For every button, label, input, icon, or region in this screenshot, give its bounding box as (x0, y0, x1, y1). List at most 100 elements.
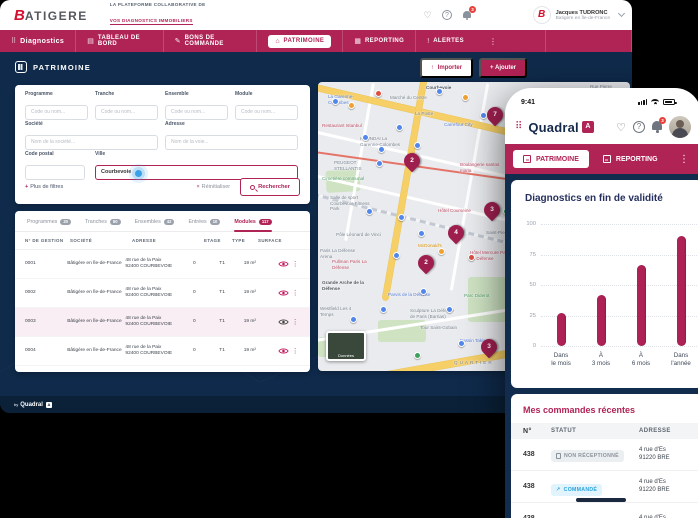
status-label: COMMANDÉ (563, 486, 598, 493)
nav-item-tableau-de-bord[interactable]: ▤ TABLEAU DE BORD (75, 30, 162, 52)
marker-count: 3 (487, 343, 491, 350)
programme-input[interactable] (25, 104, 88, 120)
tab-label: Ensembles (134, 219, 161, 226)
favorites-icon[interactable]: ♡ (423, 9, 432, 20)
map-label: Paris La Défense Arena (320, 248, 356, 259)
tab-label: Tranches (85, 219, 107, 226)
x-axis-label: Dans l'année (661, 352, 698, 369)
reset-button[interactable]: × Réinitialiser (196, 184, 230, 190)
chevron-down-icon (617, 9, 626, 18)
map-marker[interactable]: 4 (444, 221, 468, 245)
results-tab-programmes[interactable]: Programmes 20 (27, 219, 71, 231)
view-eye-icon[interactable] (276, 255, 291, 273)
map-poi-icon (414, 142, 421, 149)
more-filters-link[interactable]: + Plus de filtres (25, 184, 63, 190)
cell-etage: 0 (193, 261, 196, 267)
import-label: Importer (437, 65, 463, 71)
nav-item-reporting[interactable]: ▦ REPORTING (342, 30, 415, 52)
tab-count-badge: 42 (163, 219, 175, 226)
table-row[interactable]: 0004 Bâtigère en Île-de-France 48 rue de l… (15, 337, 310, 367)
chart-gridline (541, 224, 698, 225)
y-axis-tick: 0 (532, 343, 536, 349)
address-line1: 4 rue d'Es (639, 478, 666, 485)
ensemble-label: Ensemble (165, 91, 189, 97)
map-marker[interactable]: 7 (483, 103, 507, 127)
societe-label: Société (25, 121, 43, 127)
tab-reporting[interactable]: REPORTING (602, 155, 658, 163)
status-badge: NON RÉCEPTIONNÉ (551, 449, 624, 462)
view-eye-icon[interactable] (276, 342, 291, 360)
nav-items: ⠿ Diagnostics ▤ TABLEAU DE BORD ✎ BONS DE COM… (0, 30, 475, 52)
map-marker[interactable]: 2 (400, 149, 424, 173)
row-more-icon[interactable]: ⋮ (291, 261, 299, 269)
nav-item-diagnostics[interactable]: ⠿ Diagnostics (0, 30, 75, 52)
adresse-input[interactable] (165, 134, 298, 150)
code-postal-input[interactable] (25, 164, 85, 180)
table-row[interactable]: 0001 Bâtigère en Île-de-France 48 rue de l… (15, 250, 310, 280)
cell-etage: 0 (193, 348, 196, 354)
results-tab-tranches[interactable]: Tranches 50 (85, 219, 121, 231)
results-tab-entrees[interactable]: Entrées 10 (188, 219, 221, 231)
order-row[interactable]: 438 ↗ COMMANDÉ 4 rue d'Es 91220 BRE (511, 471, 698, 503)
help-icon[interactable]: ? (442, 10, 452, 20)
tab-count-badge: 50 (109, 219, 121, 226)
nav-more-icon[interactable]: ⋮ (489, 36, 497, 46)
ville-input[interactable] (95, 164, 298, 180)
map-label: Parvis de la Défense (388, 292, 431, 297)
map-poi-icon (462, 94, 469, 101)
header-icons: ♡ ? 3 (422, 0, 476, 30)
map-poi-icon (438, 248, 445, 255)
view-eye-icon[interactable] (276, 313, 291, 331)
table-row[interactable]: 0002 Bâtigère en Île-de-France 48 rue de l… (15, 279, 310, 309)
col-num: N° (523, 427, 532, 435)
nav-item-bons-de-commande[interactable]: ✎ BONS DE COMMANDE (162, 30, 257, 52)
import-button[interactable]: ↑ Importer (419, 58, 474, 78)
societe-input[interactable] (25, 134, 158, 150)
tabs-more-icon[interactable]: ⋮ (679, 153, 689, 165)
user-menu[interactable]: B Jacques TUDRONC Batigère en Île-de-Fra… (532, 0, 626, 30)
ensemble-input[interactable] (165, 104, 228, 120)
map-label: Salle de sport Courbevoie Fitness Park (330, 195, 370, 212)
order-row[interactable]: 438 NON RÉCEPTIONNÉ 4 rue d'Es 91220 BRE (511, 439, 698, 471)
app-name: Quadral (528, 119, 579, 135)
notifications-icon[interactable]: 3 (652, 117, 666, 133)
add-button[interactable]: + Ajouter (479, 58, 527, 78)
y-axis-tick: 25 (529, 312, 536, 319)
row-more-icon[interactable]: ⋮ (291, 319, 299, 327)
phone-header-icons: ♡ ? 3 (616, 116, 691, 138)
col-societe: SOCIÉTÉ (70, 238, 93, 244)
search-button[interactable]: Rechercher (240, 178, 300, 196)
tab-patrimoine[interactable]: PATRIMOINE (513, 150, 589, 168)
map-satellite-toggle[interactable]: Données (326, 331, 366, 361)
main-nav: ⠿ Diagnostics ▤ TABLEAU DE BORD ✎ BONS DE COM… (0, 30, 632, 52)
menu-grid-icon[interactable]: ⠿ (515, 121, 523, 132)
cursor-indicator (135, 170, 142, 177)
map-marker[interactable]: 2 (414, 251, 438, 275)
cell-adresse: 48 rue de la Paix 92400 COURBEVOIE (125, 287, 193, 299)
arrow-up-right-icon: ↗ (556, 486, 561, 493)
nav-spacer (505, 30, 632, 52)
favorites-icon[interactable]: ♡ (616, 121, 626, 134)
results-tabs: Programmes 20 Tranches 50 Ensembles 42 Entrées… (15, 211, 310, 233)
nav-item-alertes[interactable]: ! ALERTES (415, 30, 475, 52)
results-tab-modules[interactable]: Modules 117 (234, 219, 272, 233)
help-icon[interactable]: ? (633, 121, 645, 133)
nav-item-patrimoine[interactable]: ⌂ PATRIMOINE (256, 30, 342, 52)
batigere-logo[interactable]: B ATIGERE (14, 7, 88, 24)
view-eye-icon[interactable] (276, 284, 291, 302)
row-more-icon[interactable]: ⋮ (291, 348, 299, 356)
map-marker[interactable]: 3 (477, 335, 501, 359)
phone-mockup: 9:41 ⠿ Quadral A ♡ ? 3 PATRIMOINE REPORT… (505, 88, 698, 518)
map-marker[interactable]: 3 (480, 198, 504, 222)
orders-title: Mes commandes récentes (523, 405, 636, 415)
table-row[interactable]: 0003 Bâtigère en Île-de-France 48 rue de l… (15, 308, 310, 338)
toolbar: ↑ Importer + Ajouter (419, 58, 527, 78)
tranche-input[interactable] (95, 104, 158, 120)
row-more-icon[interactable]: ⋮ (291, 290, 299, 298)
avatar[interactable] (669, 116, 691, 138)
module-input[interactable] (235, 104, 298, 120)
notifications-icon[interactable]: 3 (461, 6, 476, 20)
home-indicator[interactable] (576, 498, 626, 502)
results-tab-ensembles[interactable]: Ensembles 42 (135, 219, 175, 231)
tab-label: PATRIMOINE (536, 155, 579, 163)
